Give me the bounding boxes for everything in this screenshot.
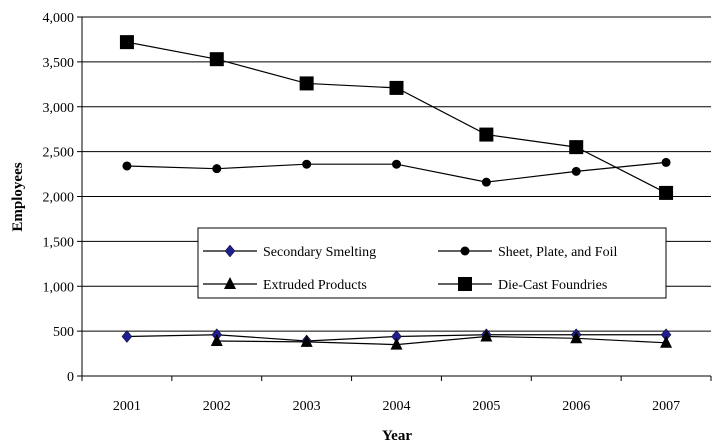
legend: Secondary Smelting Sheet, Plate, and Foil… [197, 227, 667, 299]
legend-marker [458, 277, 472, 291]
y-tick-label: 3,500 [43, 56, 75, 71]
data-point [481, 177, 491, 187]
x-axis-title: Year [382, 428, 412, 444]
legend-marker [224, 244, 236, 258]
legend-label: Secondary Smelting [263, 245, 376, 260]
x-tick-label: 2001 [113, 399, 141, 414]
legend-box [197, 227, 667, 299]
data-point [390, 337, 403, 350]
x-axis-ticks: 2001 2002 2003 2004 2005 2006 2007 [81, 376, 712, 414]
legend-item: Sheet, Plate, and Foil [438, 245, 617, 260]
y-tick-label: 500 [53, 325, 74, 340]
x-tick-label: 2005 [472, 399, 500, 414]
series-4 [119, 35, 674, 200]
legend-marker [224, 277, 236, 289]
y-tick-label: 2,500 [43, 146, 75, 161]
data-point [392, 159, 401, 169]
y-axis-title: Employees [10, 162, 26, 231]
x-tick-label: 2002 [203, 399, 231, 414]
y-tick-label: 0 [67, 370, 74, 385]
legend-item: Extruded Products [203, 277, 367, 293]
data-point [660, 335, 673, 348]
series-3 [210, 329, 673, 350]
data-point [479, 127, 494, 142]
data-point [122, 161, 132, 171]
series-layer [119, 35, 674, 350]
y-tick-label: 3,000 [43, 101, 75, 116]
data-point [299, 76, 314, 91]
data-point [569, 140, 584, 155]
x-tick-label: 2007 [652, 399, 680, 414]
legend-marker [460, 246, 470, 256]
y-tick-label: 1,500 [43, 235, 75, 250]
data-point [209, 52, 224, 67]
data-point [302, 159, 312, 169]
y-tick-label: 4,000 [43, 11, 75, 26]
x-tick-label: 2003 [293, 399, 321, 414]
data-point [121, 330, 133, 343]
data-point [480, 329, 493, 342]
legend-label: Die-Cast Foundries [498, 278, 607, 293]
data-point [571, 166, 581, 176]
series-2 [122, 157, 671, 187]
x-tick-label: 2006 [562, 399, 590, 414]
data-point [212, 164, 222, 174]
legend-item: Secondary Smelting [203, 244, 376, 260]
legend-label: Sheet, Plate, and Foil [498, 245, 617, 260]
data-point [659, 185, 674, 200]
y-tick-label: 1,000 [43, 280, 75, 295]
y-axis-ticks: 0 500 1,000 1,500 2,000 2,500 3,000 3,500 4,000 [43, 11, 82, 385]
legend-item: Die-Cast Foundries [438, 277, 607, 293]
data-point [570, 331, 583, 344]
x-tick-label: 2004 [383, 399, 411, 414]
series-line [216, 335, 667, 346]
y-tick-label: 2,000 [43, 191, 75, 206]
data-point [661, 157, 671, 167]
legend-label: Extruded Products [263, 278, 367, 293]
data-point [210, 333, 223, 346]
data-point [389, 80, 404, 95]
data-point [119, 35, 134, 50]
data-point [300, 334, 313, 347]
